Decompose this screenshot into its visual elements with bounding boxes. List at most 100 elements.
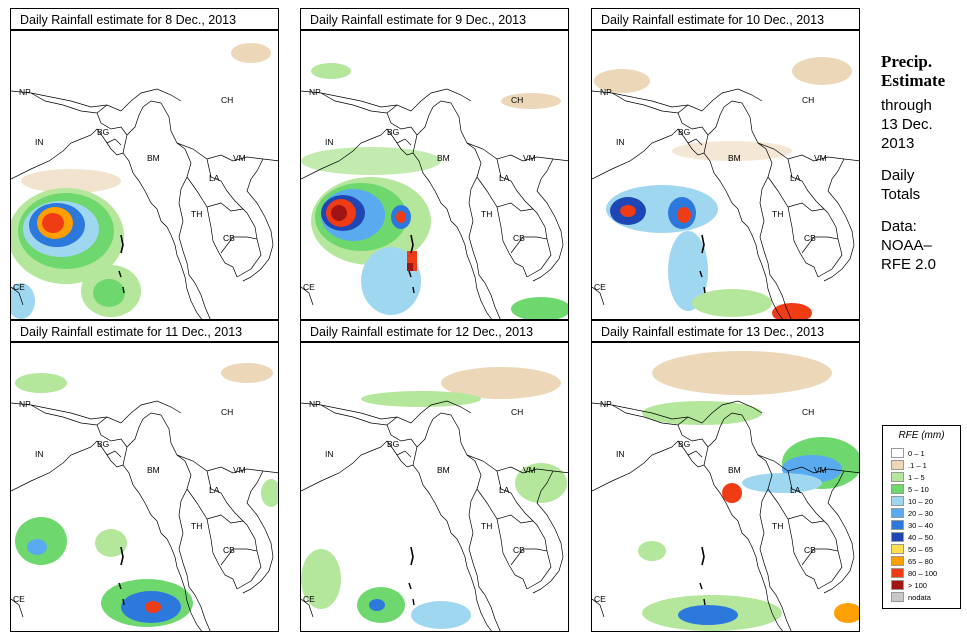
map-label-ce: CE [303,282,315,292]
legend-swatch [891,556,904,566]
legend-label: 65 – 80 [908,557,934,566]
legend-label: 0 – 1 [908,449,925,458]
map-label-bg: BG [97,127,109,137]
panel-title: Daily Rainfall estimate for 12 Dec., 201… [300,320,569,342]
map-label-bm: BM [437,465,450,475]
map-label-vm: VM [523,465,536,475]
rainfall-field [15,363,278,627]
map-label-th: TH [772,209,783,219]
map-label-np: NP [309,399,321,409]
rainfall-field [638,351,859,631]
legend-item: 80 – 100 [891,568,937,579]
panel-title: Daily Rainfall estimate for 11 Dec., 201… [10,320,279,342]
map-label-ch: CH [511,95,523,105]
legend-label: nodata [908,593,931,602]
map-label-vm: VM [523,153,536,163]
map-label-ce: CE [303,594,315,604]
legend-item: 1 – 5 [891,472,925,483]
map-label-la: LA [209,173,220,183]
map-label-np: NP [19,399,31,409]
map-label-ch: CH [802,407,814,417]
legend-swatch [891,568,904,578]
legend-title: RFE (mm) [898,430,945,441]
map-label-ce: CE [13,282,25,292]
legend-item: 65 – 80 [891,556,933,567]
legend-swatch [891,580,904,590]
rainfall-field [301,367,567,629]
map-label-vm: VM [233,153,246,163]
map-label-th: TH [481,209,492,219]
map-label-la: LA [790,485,801,495]
map-panel-11dec: Daily Rainfall estimate for 11 Dec., 201… [10,320,279,632]
legend-swatch [891,520,904,530]
map-label-cb: CB [804,233,816,243]
map-panel-12dec: Daily Rainfall estimate for 12 Dec., 201… [300,320,569,632]
map-label-ce: CE [594,594,606,604]
map-panel-13dec: Daily Rainfall estimate for 13 Dec., 201… [591,320,860,632]
rainfall-map: NP CH IN BG BM VM LA TH CB CE [591,342,860,632]
map-label-vm: VM [814,465,827,475]
legend-item: > 100 [891,580,927,591]
map-label-la: LA [209,485,220,495]
legend-swatch [891,532,904,542]
legend-label: 5 – 10 [908,485,929,494]
map-label-bm: BM [728,153,741,163]
map-label-ch: CH [221,407,233,417]
legend-swatch [891,484,904,494]
caption-heading-1: Precip. [881,52,933,71]
caption-data-1: Data: [881,218,917,235]
legend-swatch [891,508,904,518]
side-caption: Precip. Estimate through 13 Dec. 2013 Da… [881,52,945,274]
legend-swatch [891,496,904,506]
legend-item: 30 – 40 [891,520,933,531]
rainfall-map: NP CH IN BG BM VM LA TH CB CE [300,342,569,632]
map-label-vm: VM [814,153,827,163]
map-label-bm: BM [147,465,160,475]
panel-title: Daily Rainfall estimate for 9 Dec., 2013 [300,8,569,30]
legend-swatch [891,544,904,554]
map-label-la: LA [499,173,510,183]
legend-item: 5 – 10 [891,484,929,495]
legend-swatch [891,472,904,482]
map-label-cb: CB [804,545,816,555]
rainfall-field [301,63,568,319]
map-label-in: IN [325,449,334,459]
panel-title: Daily Rainfall estimate for 13 Dec., 201… [591,320,860,342]
map-label-ch: CH [511,407,523,417]
rainfall-field [594,57,852,319]
map-label-np: NP [19,87,31,97]
rainfall-map: NP CH IN BG BM VM LA TH CB CE [591,30,860,320]
map-label-ch: CH [802,95,814,105]
map-label-th: TH [481,521,492,531]
legend-item: 0 – 1 [891,448,925,459]
caption-heading-2: Estimate [881,71,946,90]
map-label-ce: CE [594,282,606,292]
legend-swatch [891,592,904,602]
legend-label: > 100 [908,581,927,590]
rainfall-map: NP CH IN BG BM VM LA TH CB CE [10,342,279,632]
legend-item: 10 – 20 [891,496,933,507]
map-label-ch: CH [221,95,233,105]
panel-title: Daily Rainfall estimate for 8 Dec., 2013 [10,8,279,30]
legend-label: 10 – 20 [908,497,934,506]
legend-label: 80 – 100 [908,569,938,578]
map-label-la: LA [499,485,510,495]
map-label-bg: BG [678,127,690,137]
legend-item: 40 – 50 [891,532,933,543]
map-label-cb: CB [513,545,525,555]
rainfall-map: NP CH IN BG BM VM LA TH CB CE [300,30,569,320]
map-label-th: TH [772,521,783,531]
map-label-in: IN [616,449,625,459]
legend-item: 20 – 30 [891,508,933,519]
map-panel-10dec: Daily Rainfall estimate for 10 Dec., 201… [591,8,860,320]
legend-label: 50 – 65 [908,545,934,554]
legend-label: .1 – 1 [908,461,927,470]
panel-title: Daily Rainfall estimate for 10 Dec., 201… [591,8,860,30]
map-label-in: IN [616,137,625,147]
map-label-np: NP [600,87,612,97]
map-label-np: NP [600,399,612,409]
rainfall-map: NP CH IN BG BM VM LA TH CB CE [10,30,279,320]
legend-item: 50 – 65 [891,544,933,555]
caption-daily-1: Daily [881,167,915,184]
rfe-legend: RFE (mm) 0 – 1 .1 – 1 1 – 5 5 – 10 10 – 20 20… [882,425,961,609]
